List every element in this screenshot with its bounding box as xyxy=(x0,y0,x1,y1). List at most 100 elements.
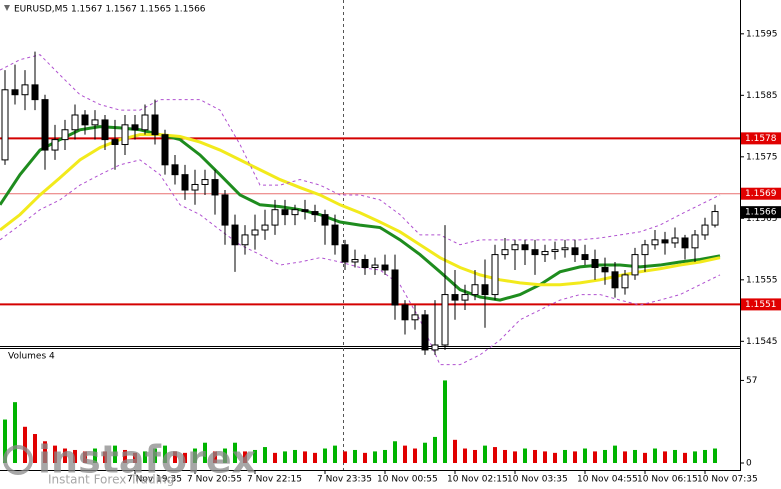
volume-bar xyxy=(293,449,297,463)
candle-body xyxy=(591,259,599,269)
candle-body xyxy=(711,211,719,226)
volume-bar xyxy=(153,448,157,463)
volume-bar xyxy=(593,451,597,463)
candle-body xyxy=(371,264,379,269)
candle-body xyxy=(651,239,659,246)
candle-body xyxy=(221,194,229,226)
candle-body xyxy=(571,247,579,256)
candle-body xyxy=(321,214,329,226)
volume-bar xyxy=(253,449,257,463)
y-tick-label: 1.1565 xyxy=(746,214,778,224)
volume-bar xyxy=(133,452,137,463)
candle-body xyxy=(251,229,259,236)
volume-bar xyxy=(373,451,377,463)
candle-body xyxy=(411,314,419,321)
candle-body xyxy=(131,124,139,131)
candle-body xyxy=(431,344,439,351)
volume-bar xyxy=(123,449,127,463)
candle-body xyxy=(291,209,299,216)
candle-body xyxy=(551,249,559,253)
candle-body xyxy=(481,284,489,296)
candle-body xyxy=(641,244,649,256)
volume-bar xyxy=(333,445,337,463)
volume-bar xyxy=(713,448,717,463)
volume-bar xyxy=(443,380,447,463)
candle-body xyxy=(21,84,29,96)
volume-bar xyxy=(143,451,147,463)
candle-body xyxy=(151,114,159,136)
x-tick-label: 10 Nov 00:55 xyxy=(377,475,438,485)
candle-body xyxy=(341,244,349,263)
level-label-box xyxy=(741,132,781,145)
last-price-box xyxy=(741,206,781,219)
watermark: instaforex Instant Forex Trading xyxy=(3,438,256,487)
volume-bar xyxy=(693,451,697,463)
volume-bar xyxy=(563,449,567,463)
volume-bar xyxy=(533,449,537,463)
volume-bar xyxy=(453,439,457,463)
x-tick-label: 7 Nov 19:35 xyxy=(127,475,182,485)
candle-body xyxy=(81,114,89,126)
candle-body xyxy=(121,124,129,146)
volume-bar xyxy=(83,451,87,463)
volume-bar xyxy=(523,448,527,463)
chart-title: EURUSD,M5 1.1567 1.1567 1.1565 1.1566 xyxy=(14,5,206,15)
volume-bar xyxy=(343,451,347,463)
candle-body xyxy=(521,244,529,251)
volume-bar xyxy=(403,445,407,463)
candle-body xyxy=(491,254,499,296)
candle-body xyxy=(201,179,209,185)
volume-bar xyxy=(193,448,197,463)
candle-body xyxy=(51,139,59,151)
candle-body xyxy=(621,274,629,289)
volume-bar xyxy=(183,452,187,463)
x-tick-label: 7 Nov 23:35 xyxy=(317,475,372,485)
candle-body xyxy=(691,234,699,249)
candle-body xyxy=(441,294,449,346)
volume-bar xyxy=(483,445,487,463)
volume-bar xyxy=(243,451,247,463)
candle-body xyxy=(61,129,69,141)
volume-bar xyxy=(63,448,67,463)
level-label: 1.1578 xyxy=(745,134,777,144)
volume-bar xyxy=(303,451,307,463)
volume-bar xyxy=(583,448,587,463)
candle-body xyxy=(211,179,219,196)
volume-bar xyxy=(573,451,577,463)
volume-bar xyxy=(203,442,207,463)
volume-bar xyxy=(233,442,237,463)
candle-body xyxy=(31,84,39,101)
candle-body xyxy=(111,139,119,146)
volume-bar xyxy=(673,449,677,463)
volume-bar xyxy=(553,452,557,463)
envelope-line xyxy=(0,159,721,366)
volume-bar xyxy=(283,451,287,463)
candle-body xyxy=(191,183,199,191)
candle-body xyxy=(11,89,19,96)
candle-body xyxy=(1,89,9,161)
candle-body xyxy=(331,224,339,246)
volume-bar xyxy=(653,448,657,463)
symbol-icon xyxy=(4,5,10,11)
candle-body xyxy=(71,114,79,131)
volume-bar xyxy=(493,447,497,463)
candle-body xyxy=(181,174,189,191)
volume-bar xyxy=(623,451,627,463)
volume-tick-label: 57 xyxy=(746,376,757,386)
volume-bar xyxy=(463,448,467,463)
candle-body xyxy=(581,254,589,261)
volume-bar xyxy=(503,449,507,463)
volume-bar xyxy=(683,452,687,463)
x-tick-label: 10 Nov 02:15 xyxy=(447,475,508,485)
volume-title: Volumes 4 xyxy=(8,352,55,362)
volume-bar xyxy=(23,426,27,463)
candle-body xyxy=(41,99,49,151)
candle-body xyxy=(501,249,509,256)
level-label-box xyxy=(741,298,781,311)
volume-bar xyxy=(473,449,477,463)
candle-body xyxy=(531,249,539,256)
volume-bar xyxy=(313,452,317,463)
volume-bar xyxy=(613,445,617,463)
volume-bar xyxy=(363,452,367,463)
